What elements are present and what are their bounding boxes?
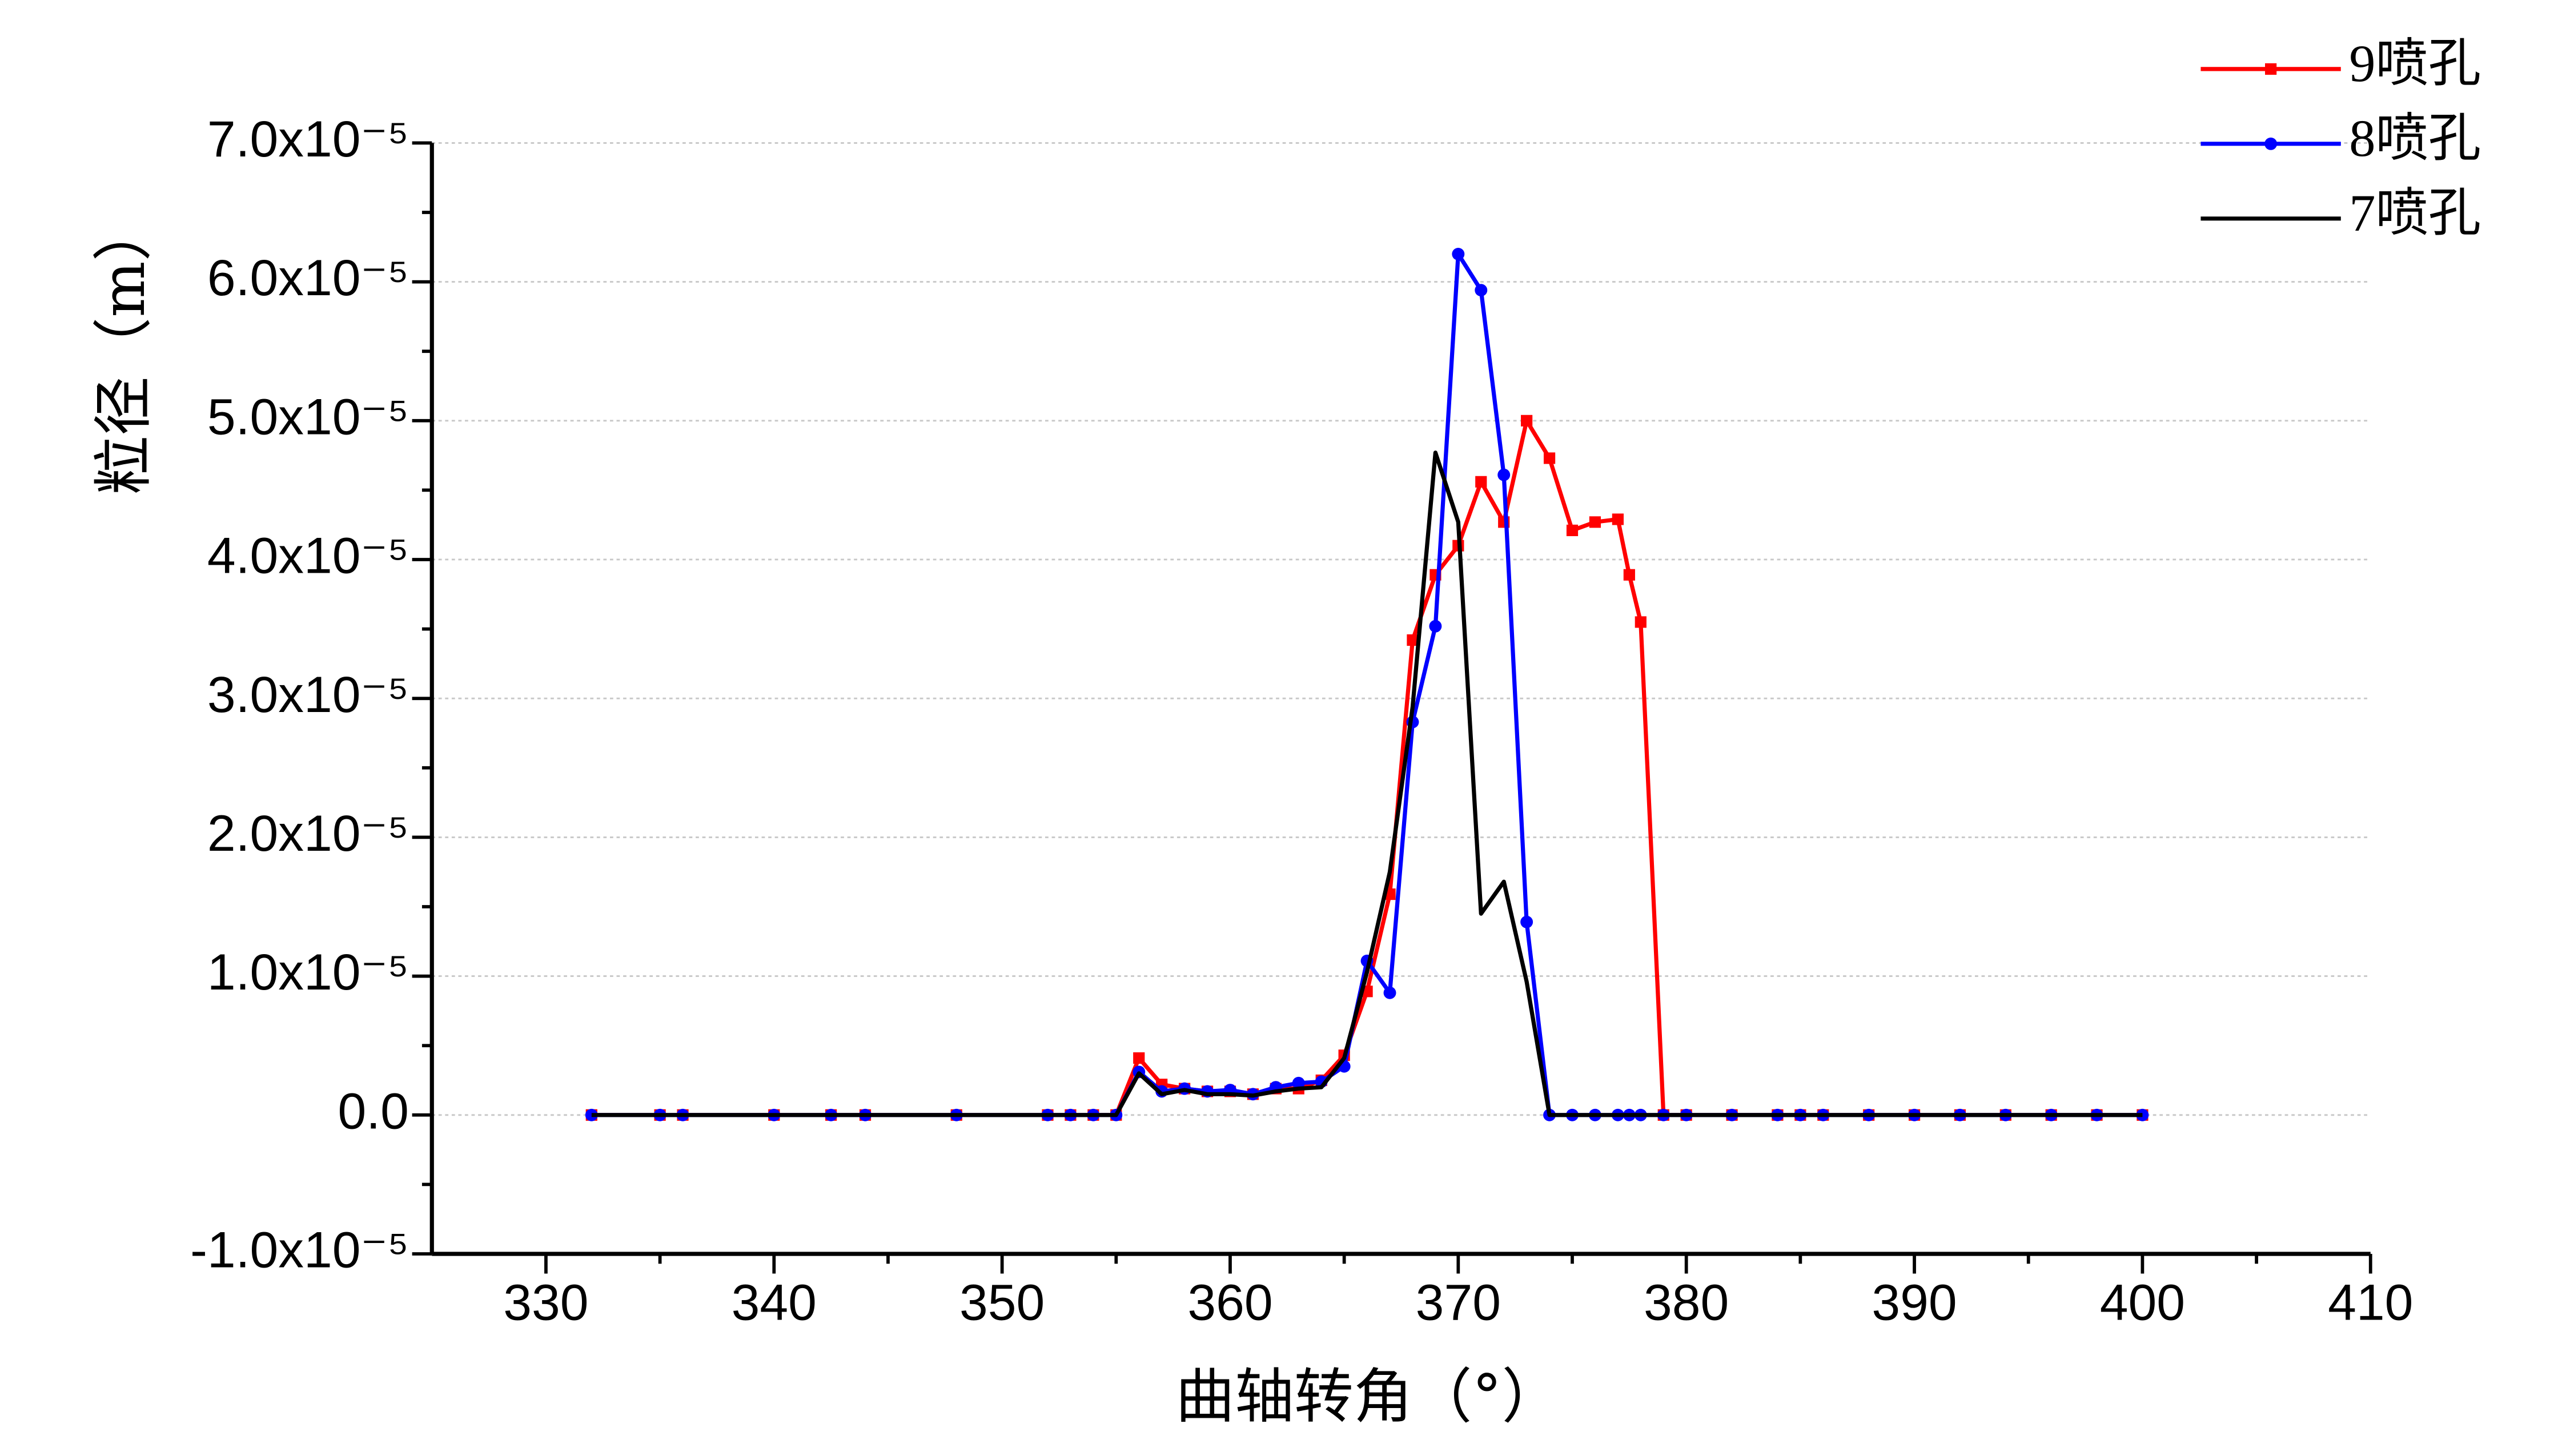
- marker: [1383, 986, 1396, 999]
- marker: [1520, 915, 1533, 928]
- y-axis-title: 粒径（m）: [90, 202, 158, 495]
- x-tick-label: 410: [2328, 1274, 2413, 1331]
- legend-label: 7喷孔: [2349, 184, 2481, 242]
- legend-label: 9喷孔: [2349, 34, 2481, 92]
- marker: [1475, 284, 1488, 297]
- x-tick-label: 370: [1416, 1274, 1501, 1331]
- y-tick-label: 1.0x10⁻⁵: [207, 943, 409, 1000]
- x-tick-label: 380: [1644, 1274, 1729, 1331]
- marker: [1589, 516, 1601, 528]
- marker: [1292, 1076, 1305, 1089]
- marker: [1623, 569, 1635, 581]
- x-tick-label: 390: [1872, 1274, 1957, 1331]
- marker: [2264, 137, 2278, 150]
- marker: [1133, 1052, 1145, 1064]
- y-tick-label: 4.0x10⁻⁵: [207, 527, 409, 584]
- x-tick-label: 330: [503, 1274, 588, 1331]
- marker: [1497, 468, 1511, 481]
- marker: [1475, 476, 1487, 488]
- marker: [1429, 620, 1442, 633]
- marker: [1566, 524, 1579, 536]
- marker: [585, 1108, 598, 1121]
- x-axis-title: 曲轴转角（°）: [1175, 1363, 1561, 1431]
- y-tick-label: 3.0x10⁻⁵: [207, 666, 409, 723]
- marker: [1407, 634, 1419, 646]
- x-tick-label: 340: [732, 1274, 817, 1331]
- marker: [1521, 415, 1533, 427]
- marker: [2265, 63, 2277, 75]
- series-line: [591, 451, 2143, 1117]
- x-tick-label: 350: [959, 1274, 1045, 1331]
- marker: [1452, 248, 1465, 260]
- y-tick-label: 0.0: [338, 1082, 408, 1139]
- marker: [1635, 616, 1647, 628]
- x-tick-label: 360: [1187, 1274, 1272, 1331]
- legend-label: 8喷孔: [2349, 109, 2481, 167]
- marker: [1612, 513, 1624, 525]
- y-tick-label: 7.0x10⁻⁵: [207, 110, 409, 167]
- x-tick-label: 400: [2100, 1274, 2185, 1331]
- y-tick-label: 5.0x10⁻⁵: [207, 388, 409, 445]
- y-tick-label: 2.0x10⁻⁵: [207, 805, 409, 862]
- marker: [1543, 452, 1556, 464]
- y-tick-label: -1.0x10⁻⁵: [190, 1221, 409, 1278]
- y-tick-label: 6.0x10⁻⁵: [207, 249, 409, 306]
